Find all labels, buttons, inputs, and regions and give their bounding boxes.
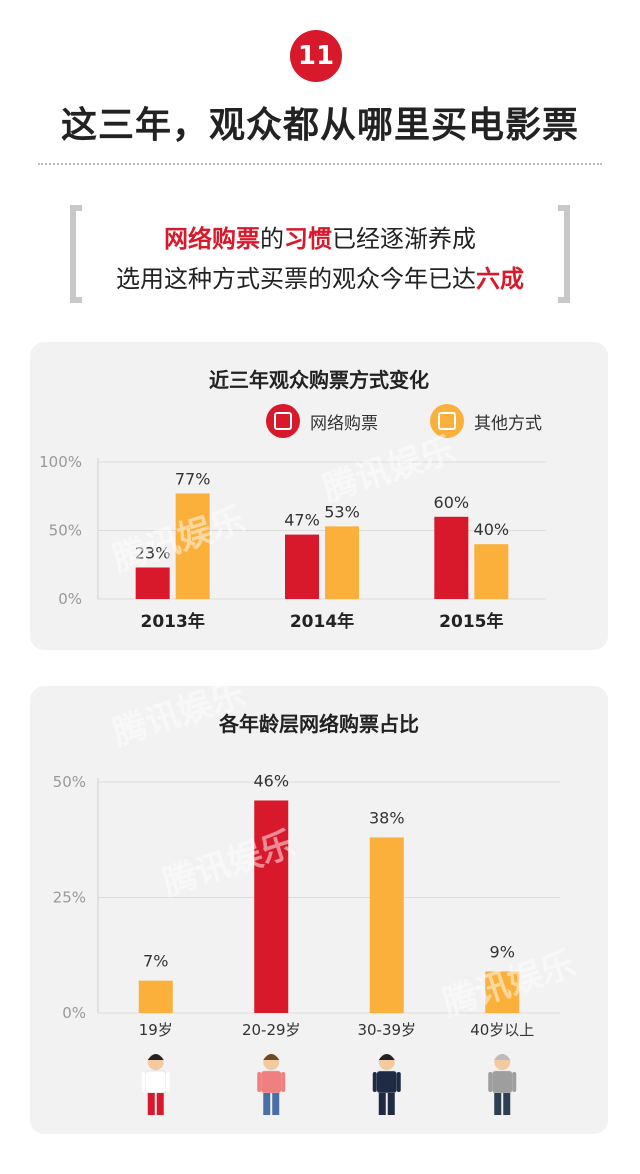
older-man-figure-icon: [488, 1054, 517, 1115]
bar: [285, 534, 319, 599]
chart-title: 近三年观众购票方式变化: [209, 368, 429, 392]
y-tick-label: 50%: [53, 773, 86, 791]
badge-number: 11: [297, 41, 335, 71]
legend-item-other: 其他方式: [430, 404, 542, 438]
data-label: 47%: [284, 511, 320, 530]
man-suit-figure-icon: [372, 1054, 401, 1115]
girl-figure-icon: [141, 1054, 170, 1115]
x-tick-label: 20-29岁: [242, 1021, 301, 1039]
chart-purchase-method: 0% 50% 100% 23% 77% 2013年 47% 53% 2014年 60%40% 201…: [39, 453, 546, 632]
legend-label: 其他方式: [474, 413, 542, 434]
bar: [325, 526, 359, 599]
y-tick-label: 100%: [39, 453, 82, 471]
quote-text: 的: [260, 225, 284, 253]
data-label: 38%: [369, 808, 405, 827]
data-label: 9%: [490, 942, 515, 961]
chart-age-groups: 0% 25% 50% 7% 19岁 46% 20-29岁 38% 30-39岁 9% 40岁以上: [53, 771, 560, 1115]
quote-box: 网络购票的习惯已经逐渐养成 选用这种方式买票的观众今年已达六成: [70, 205, 570, 303]
quote-text: 已经逐渐养成: [332, 225, 476, 253]
ticket-icon: [430, 404, 464, 438]
dotted-divider: [38, 163, 602, 165]
x-tick-label: 40岁以上: [470, 1021, 534, 1039]
y-tick-label: 50%: [49, 522, 82, 540]
data-label: 77%: [175, 470, 211, 489]
chart-title: 各年龄层网络购票占比: [219, 712, 419, 736]
quote-line-2: 选用这种方式买票的观众今年已达六成: [70, 259, 570, 294]
bar: [138, 980, 173, 1013]
bar: [434, 516, 469, 599]
x-tick-label: 2015年: [439, 611, 503, 632]
data-label: 60%: [434, 493, 470, 512]
y-tick-label: 25%: [53, 889, 86, 907]
legend-item-online: 网络购票: [266, 404, 378, 438]
quote-highlight-habit: 习惯: [284, 225, 332, 253]
bar: [135, 567, 170, 599]
data-label: 53%: [324, 502, 360, 521]
quote-highlight-sixty: 六成: [476, 265, 524, 293]
bar: [175, 493, 210, 599]
page-title: 这三年，观众都从哪里买电影票: [60, 105, 579, 146]
y-tick-label: 0%: [58, 590, 82, 608]
quote-text: 选用这种方式买票的观众今年已达: [116, 265, 476, 293]
bar: [254, 800, 289, 1013]
legend-label: 网络购票: [310, 413, 378, 434]
left-bracket-icon: [70, 205, 82, 303]
data-label: 23%: [135, 543, 171, 562]
right-bracket-icon: [558, 205, 570, 303]
x-tick-label: 19岁: [139, 1021, 173, 1039]
section-number-badge: 11: [290, 30, 342, 82]
y-tick-label: 0%: [62, 1004, 86, 1022]
data-label: 46%: [253, 771, 289, 790]
bar: [485, 971, 520, 1013]
monitor-icon: [266, 404, 300, 438]
data-label: 7%: [143, 952, 168, 971]
bar: [474, 544, 509, 599]
x-tick-label: 2013年: [141, 611, 205, 632]
x-tick-label: 30-39岁: [357, 1021, 416, 1039]
data-label: 40%: [474, 520, 510, 539]
chart-panel-age-groups: 各年龄层网络购票占比 0% 25% 50% 7% 19岁 46% 20-29岁 38% 30-3…: [30, 674, 608, 1134]
woman-figure-icon: [257, 1054, 286, 1115]
quote-line-1: 网络购票的习惯已经逐渐养成: [70, 219, 570, 254]
bar: [369, 837, 404, 1013]
chart-panel-purchase-method: 近三年观众购票方式变化 网络购票 其他方式 0% 50% 100% 23% 77% 201…: [30, 342, 608, 650]
quote-highlight-online: 网络购票: [164, 225, 260, 253]
x-tick-label: 2014年: [290, 611, 354, 632]
